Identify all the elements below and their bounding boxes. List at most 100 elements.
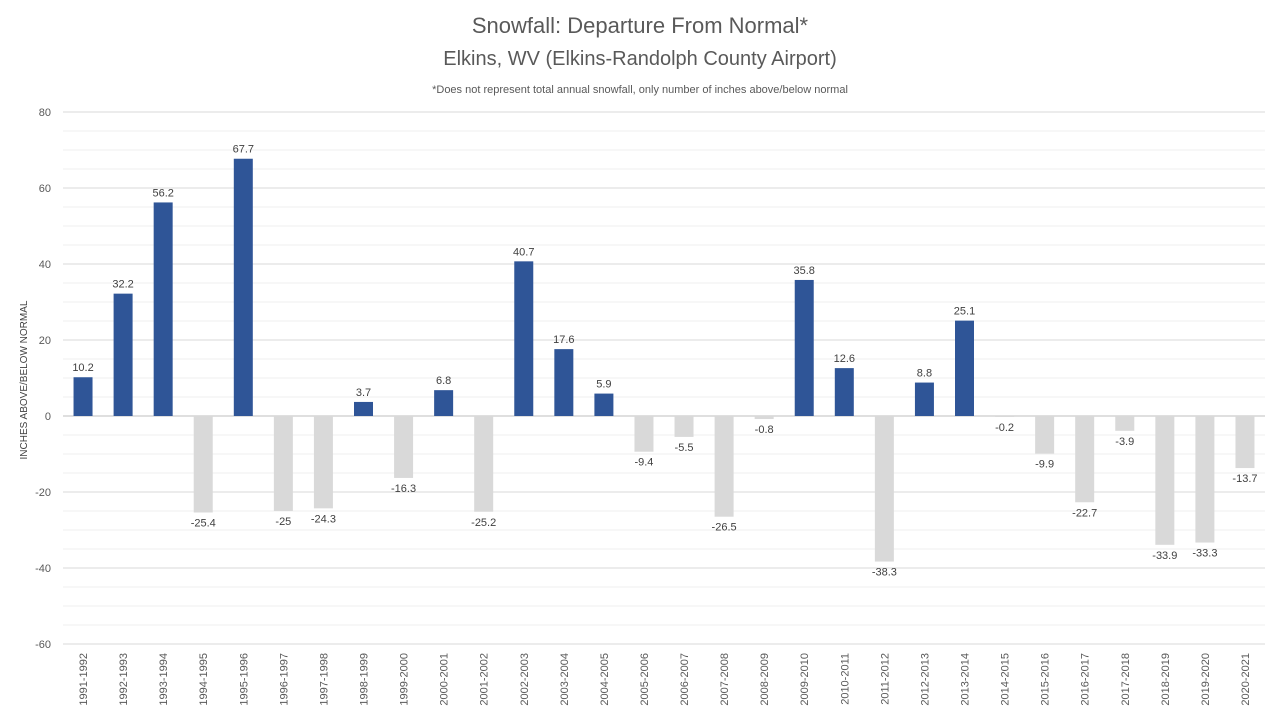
bar (754, 416, 774, 420)
data-label: -9.4 (634, 457, 653, 469)
x-category-label: 1992-1993 (118, 653, 130, 706)
x-category-label: 1996-1997 (278, 653, 290, 706)
x-category-label: 2006-2007 (679, 653, 691, 706)
data-label: 6.8 (436, 375, 451, 387)
x-category-label: 2019-2020 (1200, 653, 1212, 706)
bar (273, 416, 293, 511)
x-category-label: 2014-2015 (1000, 653, 1012, 706)
chart-note: *Does not represent total annual snowfal… (432, 84, 848, 96)
bar (594, 393, 614, 416)
data-label: -5.5 (675, 442, 694, 454)
y-axis-title: INCHES ABOVE/BELOW NORMAL (19, 300, 30, 459)
x-category-label: 2013-2014 (960, 653, 972, 706)
data-label: -0.8 (755, 424, 774, 436)
y-tick-label: 40 (39, 259, 51, 271)
x-category-label: 1997-1998 (318, 653, 330, 706)
bar (914, 382, 934, 416)
x-category-label: 1991-1992 (78, 653, 90, 706)
data-label: -25.4 (191, 518, 216, 530)
data-label: 67.7 (233, 144, 254, 156)
x-category-label: 2002-2003 (519, 653, 531, 706)
bar (73, 377, 93, 416)
bar (233, 158, 253, 417)
y-tick-label: 20 (39, 335, 51, 347)
bar (514, 261, 534, 416)
bar (955, 320, 974, 416)
data-label: -25.2 (471, 517, 496, 529)
data-label: -9.9 (1035, 459, 1054, 471)
bar (1115, 416, 1135, 431)
x-category-label: 1994-1995 (198, 653, 210, 706)
bar (1155, 416, 1175, 545)
bar (714, 416, 734, 517)
x-category-label: 2009-2010 (799, 653, 811, 706)
data-label: -25 (275, 516, 291, 528)
chart-title: Snowfall: Departure From Normal* (472, 13, 809, 38)
data-label: -13.7 (1232, 473, 1257, 485)
chart-subtitle: Elkins, WV (Elkins-Randolph County Airpo… (443, 48, 836, 70)
data-labels: 10.2 32.2 56.2 -25.4 67.7 -25 -24.3 3.7 -16.3 6.8… (72, 144, 1257, 579)
bar (313, 416, 333, 509)
bar (1035, 416, 1055, 454)
x-category-label: 1999-2000 (399, 653, 411, 706)
data-label: -3.9 (1115, 436, 1134, 448)
data-label: 8.8 (917, 368, 932, 380)
data-label: 12.6 (834, 353, 855, 365)
data-label: -22.7 (1072, 507, 1097, 519)
bar (1235, 416, 1255, 469)
bar (554, 349, 574, 416)
data-label: -38.3 (872, 567, 897, 579)
y-tick-label: 80 (39, 107, 51, 119)
data-label: 3.7 (356, 387, 371, 399)
y-tick-label: 0 (45, 411, 51, 423)
y-tick-label: 60 (39, 183, 51, 195)
x-category-label: 2003-2004 (559, 653, 571, 706)
x-category-label: 2000-2001 (439, 653, 451, 706)
data-label: -26.5 (712, 522, 737, 534)
y-tick-label: -40 (35, 563, 51, 575)
data-label: 35.8 (794, 265, 815, 277)
x-category-label: 2018-2019 (1160, 653, 1172, 706)
bar (634, 416, 654, 452)
data-label: 40.7 (513, 246, 534, 258)
data-label: -16.3 (391, 483, 416, 495)
bar (394, 416, 414, 478)
x-category-label: 2015-2016 (1040, 653, 1052, 706)
x-category-label: 2001-2002 (479, 653, 491, 706)
x-category-label: 2008-2009 (759, 653, 771, 706)
y-tick-label: -60 (35, 639, 51, 651)
x-category-label: 2010-2011 (839, 653, 851, 705)
data-label: -33.3 (1192, 548, 1217, 560)
bar (434, 390, 454, 416)
x-category-label: 2017-2018 (1120, 653, 1132, 706)
data-label: 32.2 (112, 279, 133, 291)
bar (193, 416, 213, 513)
data-label: 5.9 (596, 379, 611, 391)
x-category-label: 2007-2008 (719, 653, 731, 706)
x-axis-categories: 1991-1992 1992-1993 1993-1994 1994-1995 1995… (78, 653, 1252, 706)
y-axis-ticks: 80 60 40 20 0 -20 -40 -60 (35, 107, 51, 651)
data-label: -24.3 (311, 513, 336, 525)
bar (794, 279, 814, 416)
bar (834, 368, 854, 416)
data-label: 17.6 (553, 334, 574, 346)
data-label: -33.9 (1152, 550, 1177, 562)
bar (995, 416, 1015, 417)
x-category-label: 2012-2013 (919, 653, 931, 706)
bar (674, 416, 694, 437)
x-category-label: 2005-2006 (639, 653, 651, 706)
x-category-label: 1998-1999 (359, 653, 371, 706)
bar (1075, 416, 1095, 503)
x-category-label: 2011-2012 (879, 653, 891, 705)
data-label: -0.2 (995, 422, 1014, 434)
x-category-label: 2016-2017 (1080, 653, 1092, 706)
data-label: 25.1 (954, 306, 975, 318)
bar (874, 416, 894, 562)
x-category-label: 1995-1996 (238, 653, 250, 706)
data-label: 10.2 (72, 362, 93, 374)
x-category-label: 1993-1994 (158, 653, 170, 706)
x-category-label: 2020-2021 (1240, 653, 1252, 706)
bar (113, 293, 133, 416)
y-tick-label: -20 (35, 487, 51, 499)
